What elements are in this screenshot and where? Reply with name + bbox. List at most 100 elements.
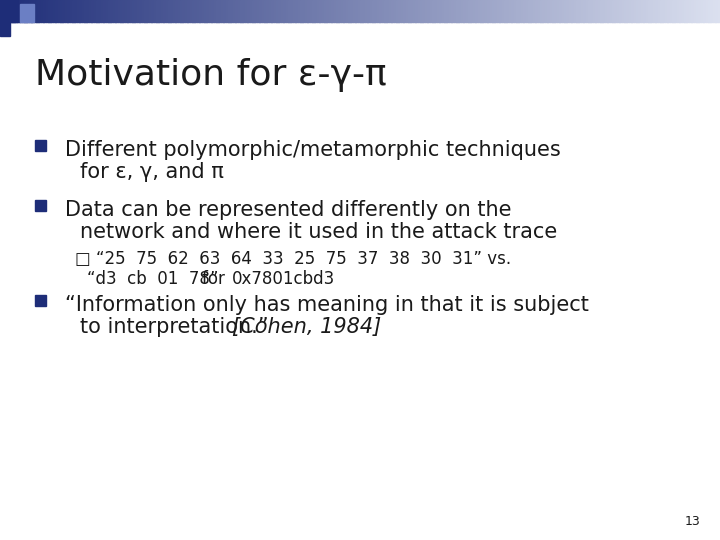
Bar [353,0,356,22]
Bar [189,0,192,22]
Bar [569,0,572,22]
Bar [614,0,617,22]
Bar [67,0,70,22]
Bar [233,0,235,22]
Bar [300,0,303,22]
Bar [7,0,10,22]
Text: for: for [202,270,230,288]
Bar [706,0,708,22]
Bar [245,0,248,22]
Bar [22,0,24,22]
Bar [439,0,442,22]
Bar [225,0,228,22]
Bar [108,0,111,22]
Bar [38,0,41,22]
Bar [554,0,557,22]
Bar [2,0,5,22]
Bar [106,0,109,22]
Bar [461,0,464,22]
Bar [432,0,435,22]
Bar [218,0,221,22]
Bar [288,0,291,22]
Bar [588,0,591,22]
Bar [250,0,253,22]
Bar [495,0,498,22]
Bar [293,0,296,22]
Bar [549,0,552,22]
Text: Data can be represented differently on the: Data can be represented differently on t… [65,200,511,220]
Bar [648,0,651,22]
Bar [281,0,284,22]
Bar [672,0,675,22]
Bar [559,0,562,22]
Bar [223,0,226,22]
Bar [110,0,113,22]
Bar [391,0,394,22]
Bar [158,0,161,22]
Bar [113,0,116,22]
Bar [36,0,39,22]
Bar [286,0,289,22]
Bar [94,0,96,22]
Bar [518,0,521,22]
Bar [358,0,361,22]
Bar [701,0,703,22]
Bar [540,0,543,22]
Bar [468,0,471,22]
Bar [535,0,538,22]
Bar [384,0,387,22]
Bar [490,0,492,22]
Bar [103,0,106,22]
Bar [545,0,548,22]
Bar [434,0,437,22]
Bar [5,0,8,22]
Bar [379,0,382,22]
Bar [660,0,663,22]
Bar [168,0,171,22]
Text: for ε, γ, and π: for ε, γ, and π [80,162,224,182]
Bar [43,0,46,22]
Bar [521,0,523,22]
Bar [58,0,60,22]
Bar [331,0,334,22]
Bar [696,0,699,22]
Bar [576,0,579,22]
Bar [456,0,459,22]
Bar [612,0,615,22]
Bar [324,0,327,22]
Bar [394,0,397,22]
Bar [35,140,46,151]
Bar [99,0,102,22]
Bar [526,0,528,22]
Bar [151,0,154,22]
Bar [607,0,610,22]
Bar [221,0,224,22]
Bar [254,0,257,22]
Bar [211,0,214,22]
Bar [631,0,634,22]
Bar [626,0,629,22]
Bar [504,0,507,22]
Bar [79,0,82,22]
Bar [485,0,487,22]
Bar [679,0,682,22]
Bar [610,0,613,22]
Bar [135,0,138,22]
Bar [629,0,631,22]
Bar [418,0,420,22]
Bar [523,0,526,22]
Bar [516,0,519,22]
Bar [528,0,531,22]
Bar [0,22,10,36]
Bar [19,0,22,22]
Bar [24,0,27,22]
Bar [657,0,660,22]
Bar [185,0,188,22]
Bar [70,0,73,22]
Bar [355,0,358,22]
Bar [153,0,156,22]
Bar [261,0,264,22]
Bar [473,0,476,22]
Bar [297,0,300,22]
Bar [708,0,711,22]
